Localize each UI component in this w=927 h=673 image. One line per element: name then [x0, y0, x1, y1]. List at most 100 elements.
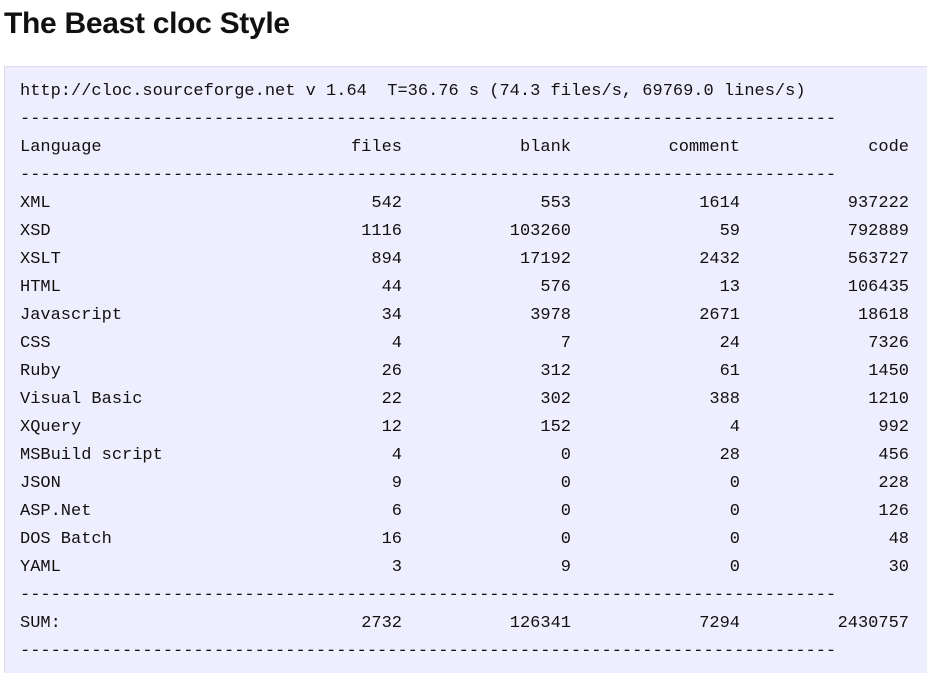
sum-comment-cell: 7294	[699, 614, 740, 633]
table-row: CSS 4 7 24 7326	[20, 330, 909, 358]
code-cell: 563727	[847, 250, 909, 269]
code-cell: 30	[888, 558, 909, 577]
blank-cell: 7	[560, 334, 571, 353]
blank-cell: 0	[560, 474, 571, 493]
code-cell: 792889	[847, 222, 909, 241]
blank-cell: 9	[560, 558, 571, 577]
separator-line: ----------------------------------------…	[20, 642, 837, 661]
sum-blank-cell: 126341	[509, 614, 571, 633]
table-row: MSBuild script 4 0 28 456	[20, 442, 909, 470]
language-cell: Javascript	[20, 306, 123, 325]
blank-cell: 553	[540, 194, 571, 213]
separator-line: ----------------------------------------…	[20, 586, 837, 605]
sum-code-cell: 2430757	[837, 614, 909, 633]
blank-cell: 312	[540, 362, 571, 381]
page-title: The Beast cloc Style	[4, 7, 290, 40]
table-row: Javascript 34 3978 2671 18618	[20, 302, 909, 330]
blank-cell: 3978	[530, 306, 571, 325]
code-cell: 18618	[857, 306, 909, 325]
separator-line: ----------------------------------------…	[20, 110, 837, 129]
table-row: Ruby 26 312 61 1450	[20, 358, 909, 386]
table-row: XSD 1116 103260 59 792889	[20, 218, 909, 246]
code-cell: 937222	[847, 194, 909, 213]
files-cell: 6	[391, 502, 402, 521]
table-row: JSON 9 0 0 228	[20, 470, 909, 498]
code-cell: 1450	[868, 362, 909, 381]
table-row: Visual Basic 22 302 388 1210	[20, 386, 909, 414]
comment-cell: 61	[719, 362, 740, 381]
files-cell: 542	[371, 194, 402, 213]
comment-cell: 13	[719, 278, 740, 297]
table-row: XML 542 553 1614 937222	[20, 190, 909, 218]
blank-cell: 152	[540, 418, 571, 437]
code-cell: 7326	[868, 334, 909, 353]
table-row: HTML 44 576 13 106435	[20, 274, 909, 302]
comment-cell: 4	[729, 418, 740, 437]
sum-files-cell: 2732	[361, 614, 402, 633]
column-header-comment: comment	[668, 138, 740, 157]
column-header-files: files	[350, 138, 402, 157]
blank-cell: 103260	[509, 222, 571, 241]
comment-cell: 1614	[699, 194, 740, 213]
files-cell: 4	[391, 334, 402, 353]
code-cell: 126	[878, 502, 909, 521]
files-cell: 12	[381, 418, 402, 437]
table-row: DOS Batch 16 0 0 48	[20, 526, 909, 554]
code-cell: 48	[888, 530, 909, 549]
comment-cell: 28	[719, 446, 740, 465]
comment-cell: 388	[709, 390, 740, 409]
comment-cell: 2432	[699, 250, 740, 269]
comment-cell: 0	[729, 474, 740, 493]
comment-cell: 24	[719, 334, 740, 353]
blank-cell: 0	[560, 530, 571, 549]
code-cell: 1210	[868, 390, 909, 409]
comment-cell: 0	[729, 502, 740, 521]
language-cell: JSON	[20, 474, 61, 493]
files-cell: 1116	[361, 222, 402, 241]
files-cell: 44	[381, 278, 402, 297]
cloc-report-block: http://cloc.sourceforge.net v 1.64 T=36.…	[4, 66, 927, 673]
sum-label: SUM:	[20, 614, 61, 633]
language-cell: Visual Basic	[20, 390, 143, 409]
files-cell: 9	[391, 474, 402, 493]
language-cell: YAML	[20, 558, 61, 577]
files-cell: 26	[381, 362, 402, 381]
language-cell: XSD	[20, 222, 51, 241]
blank-cell: 0	[560, 502, 571, 521]
blank-cell: 302	[540, 390, 571, 409]
files-cell: 894	[371, 250, 402, 269]
files-cell: 22	[381, 390, 402, 409]
code-cell: 992	[878, 418, 909, 437]
column-header-blank: blank	[519, 138, 571, 157]
table-row: XQuery 12 152 4 992	[20, 414, 909, 442]
code-cell: 106435	[847, 278, 909, 297]
sum-row: SUM: 2732 126341 7294 2430757	[20, 610, 909, 638]
blank-cell: 576	[540, 278, 571, 297]
code-cell: 228	[878, 474, 909, 493]
language-cell: Ruby	[20, 362, 61, 381]
column-header-code: code	[868, 138, 909, 157]
blank-cell: 17192	[519, 250, 571, 269]
language-cell: MSBuild script	[20, 446, 163, 465]
language-cell: XSLT	[20, 250, 61, 269]
column-header-row: Language files blank comment code	[20, 134, 909, 162]
comment-cell: 2671	[699, 306, 740, 325]
comment-cell: 0	[729, 558, 740, 577]
blank-cell: 0	[560, 446, 571, 465]
code-cell: 456	[878, 446, 909, 465]
language-cell: XML	[20, 194, 51, 213]
files-cell: 34	[381, 306, 402, 325]
language-cell: ASP.Net	[20, 502, 92, 521]
language-cell: HTML	[20, 278, 61, 297]
table-row: YAML 3 9 0 30	[20, 554, 909, 582]
files-cell: 16	[381, 530, 402, 549]
comment-cell: 59	[719, 222, 740, 241]
table-row: ASP.Net 6 0 0 126	[20, 498, 909, 526]
files-cell: 4	[391, 446, 402, 465]
language-cell: CSS	[20, 334, 51, 353]
language-cell: XQuery	[20, 418, 82, 437]
table-row: XSLT 894 17192 2432 563727	[20, 246, 909, 274]
language-cell: DOS Batch	[20, 530, 112, 549]
column-header-language: Language	[20, 138, 102, 157]
comment-cell: 0	[729, 530, 740, 549]
